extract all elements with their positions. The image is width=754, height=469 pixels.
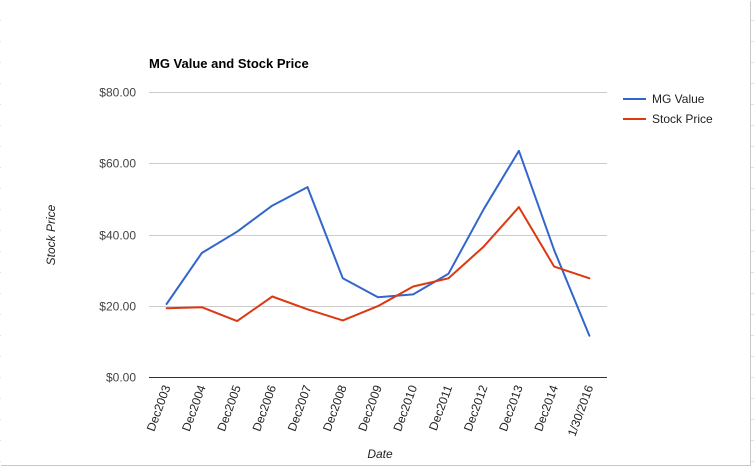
y-tick-label: $60.00 [99,157,136,171]
x-tick-label: Dec2014 [531,383,561,433]
x-tick-label: Dec2008 [320,383,350,433]
chart-title: MG Value and Stock Price [149,56,309,71]
series-line-mg-value[interactable] [165,149,591,337]
legend-label-mg-value: MG Value [652,92,705,106]
series-layer [165,149,591,337]
x-tick-label: Dec2009 [355,383,385,433]
x-tick-label: Dec2010 [390,383,420,433]
y-tick-label: $0.00 [106,371,136,385]
x-axis-title: Date [367,447,393,461]
x-tick-label: Dec2013 [496,383,526,433]
x-tick-label: Dec2012 [461,383,491,433]
y-tick-label: $40.00 [99,229,136,243]
x-tick-label: Dec2003 [144,383,174,433]
y-tick-label: $80.00 [99,86,136,100]
x-tick-label: Dec2004 [179,383,209,433]
x-tick-label: Dec2007 [285,383,315,433]
x-tick-label: Dec2006 [250,383,280,433]
x-tick-label: Dec2011 [426,383,455,432]
x-tick-label: Dec2005 [214,383,244,433]
gridlines [149,92,607,307]
x-tick-label: 1/30/2016 [565,383,597,438]
legend-item-stock-price[interactable]: Stock Price [623,112,713,126]
legend-label-stock-price: Stock Price [652,112,713,126]
legend: MG Value Stock Price [623,92,713,126]
y-axis-title: Stock Price [44,204,58,265]
series-line-stock-price[interactable] [165,206,591,323]
y-tick-label: $20.00 [99,300,136,314]
legend-item-mg-value[interactable]: MG Value [623,92,705,106]
